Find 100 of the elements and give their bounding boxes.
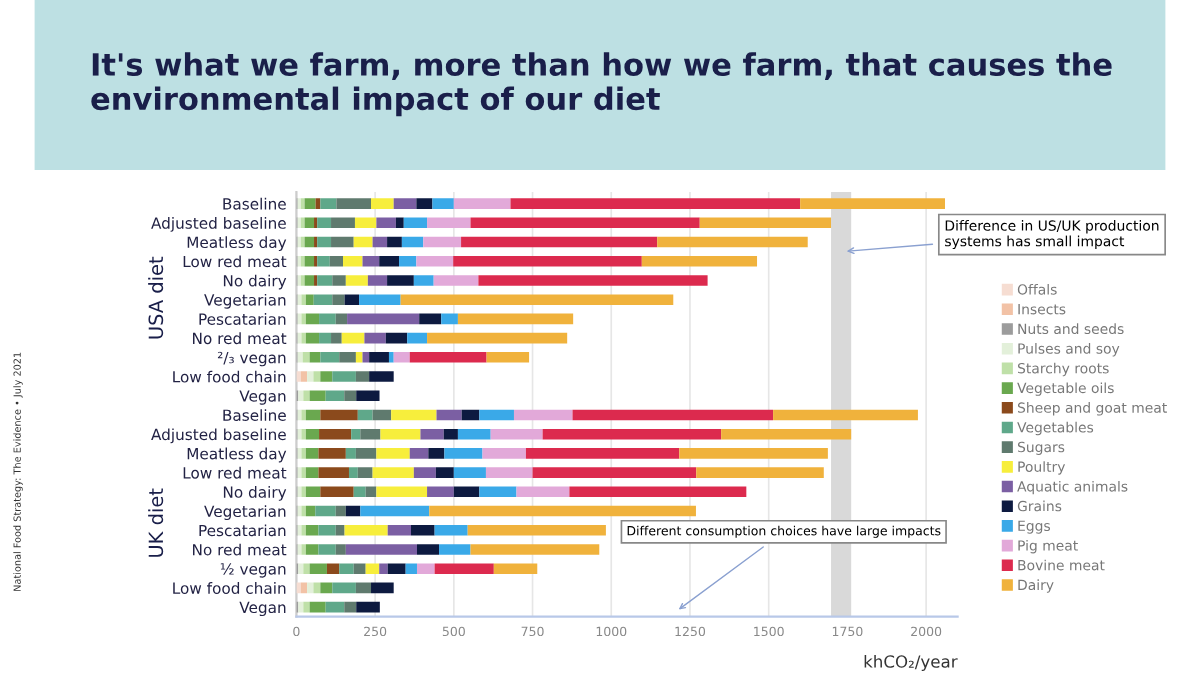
bar xyxy=(453,198,511,209)
bar xyxy=(345,275,368,286)
bar xyxy=(298,601,304,613)
bar xyxy=(325,601,345,613)
bar xyxy=(319,313,336,325)
bar xyxy=(387,236,402,248)
bar xyxy=(411,524,435,536)
bar xyxy=(427,332,568,344)
bar xyxy=(345,544,417,555)
bar xyxy=(320,198,337,209)
bar xyxy=(305,448,319,459)
bar xyxy=(355,582,372,594)
bar xyxy=(355,352,363,363)
bar xyxy=(332,582,356,594)
bar xyxy=(297,352,303,363)
bar xyxy=(303,601,310,613)
bar xyxy=(510,198,801,209)
bar xyxy=(400,294,674,305)
bar xyxy=(353,563,366,574)
bar xyxy=(345,505,361,517)
bar xyxy=(332,294,345,305)
bar xyxy=(493,563,538,574)
bar xyxy=(569,486,747,498)
bar xyxy=(479,409,514,421)
bar xyxy=(490,428,543,440)
bar xyxy=(317,217,332,229)
bar xyxy=(572,409,774,421)
bar xyxy=(395,217,404,229)
bar xyxy=(416,544,440,555)
bar xyxy=(401,236,424,248)
bar xyxy=(303,563,310,574)
bar xyxy=(441,313,458,325)
bar xyxy=(336,198,372,209)
bar xyxy=(356,601,380,613)
bar xyxy=(427,486,454,498)
bar xyxy=(305,505,316,517)
bar xyxy=(434,524,468,536)
bar xyxy=(369,371,394,382)
bar xyxy=(303,390,310,402)
bar xyxy=(427,217,471,229)
bar xyxy=(403,217,428,229)
bar xyxy=(317,275,333,286)
bar xyxy=(305,524,319,536)
bar xyxy=(298,563,304,574)
bar xyxy=(332,371,356,382)
bar xyxy=(479,486,517,498)
bar xyxy=(467,524,606,536)
bar xyxy=(721,428,852,440)
bar xyxy=(435,467,454,478)
bar xyxy=(355,371,370,382)
bar xyxy=(679,448,828,459)
bar xyxy=(525,448,680,459)
bar xyxy=(385,332,408,344)
bar xyxy=(457,313,574,325)
bar xyxy=(315,505,336,517)
bar xyxy=(317,236,332,248)
bar xyxy=(302,352,310,363)
bar xyxy=(347,313,420,325)
bar xyxy=(773,409,918,421)
bar xyxy=(313,371,321,382)
bar xyxy=(470,217,700,229)
bar xyxy=(699,217,832,229)
bar xyxy=(439,544,471,555)
bar xyxy=(364,332,386,344)
bar xyxy=(335,544,346,555)
bar xyxy=(307,371,314,382)
bar xyxy=(320,371,333,382)
bar xyxy=(409,352,487,363)
bar xyxy=(313,294,333,305)
bar xyxy=(367,275,388,286)
bar xyxy=(355,448,377,459)
bar xyxy=(300,582,308,594)
bar xyxy=(387,524,412,536)
bar xyxy=(344,390,357,402)
bar xyxy=(657,236,808,248)
bar xyxy=(800,198,946,209)
bar xyxy=(304,236,315,248)
bar xyxy=(318,544,336,555)
bar xyxy=(309,352,321,363)
bar xyxy=(423,236,462,248)
bar xyxy=(461,236,658,248)
bar xyxy=(344,524,388,536)
bar xyxy=(335,505,346,517)
bar xyxy=(393,198,417,209)
text: UK diet xyxy=(148,488,164,557)
bar xyxy=(371,582,394,594)
bar xyxy=(453,467,486,478)
bar xyxy=(300,371,308,382)
bar xyxy=(387,563,406,574)
bar xyxy=(376,448,410,459)
bar xyxy=(344,601,357,613)
bar xyxy=(320,352,340,363)
bar xyxy=(461,409,480,421)
bar xyxy=(304,198,316,209)
bar xyxy=(353,486,366,498)
bar xyxy=(304,275,315,286)
bar xyxy=(371,198,394,209)
bar xyxy=(369,352,389,363)
bar xyxy=(329,255,343,267)
bar xyxy=(407,332,428,344)
